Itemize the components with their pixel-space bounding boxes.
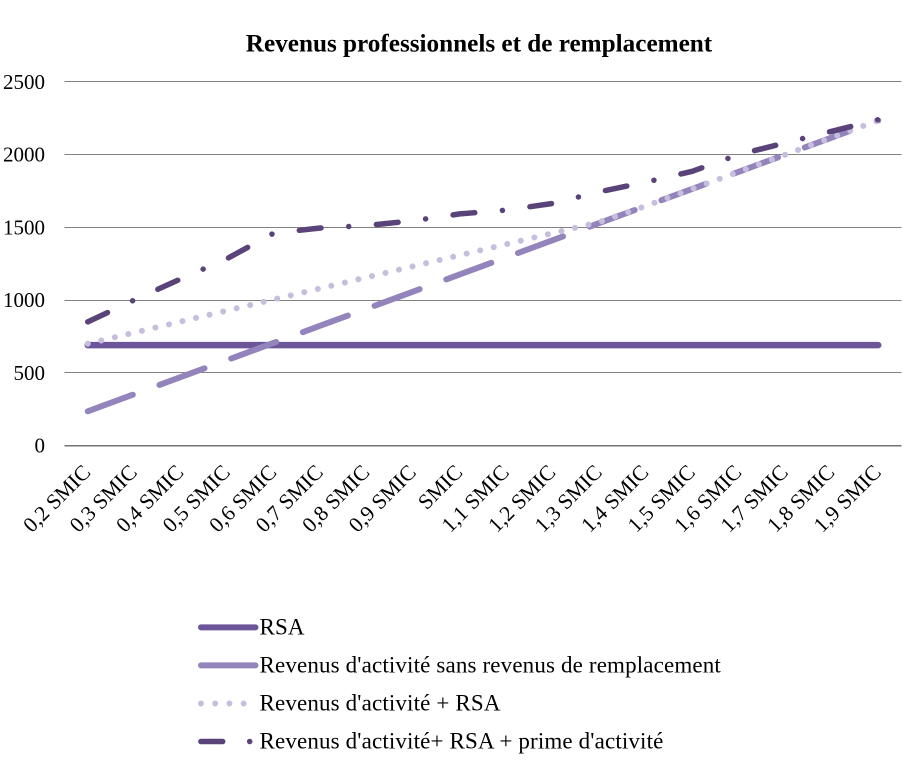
- svg-text:Revenus d'activité + RSA: Revenus d'activité + RSA: [260, 690, 501, 715]
- svg-text:1000: 1000: [3, 288, 45, 312]
- svg-text:1500: 1500: [3, 215, 45, 239]
- svg-text:2500: 2500: [3, 70, 45, 94]
- svg-text:0: 0: [35, 434, 46, 458]
- svg-text:Revenus d'activité sans revenu: Revenus d'activité sans revenus de rempl…: [260, 652, 722, 677]
- svg-text:2000: 2000: [3, 143, 45, 167]
- svg-text:Revenus d'activité+ RSA + prim: Revenus d'activité+ RSA + prime d'activi…: [260, 728, 664, 753]
- svg-text:500: 500: [14, 361, 46, 385]
- svg-text:RSA: RSA: [260, 614, 305, 639]
- svg-text:Revenus professionnels et de r: Revenus professionnels et de remplacemen…: [246, 31, 713, 58]
